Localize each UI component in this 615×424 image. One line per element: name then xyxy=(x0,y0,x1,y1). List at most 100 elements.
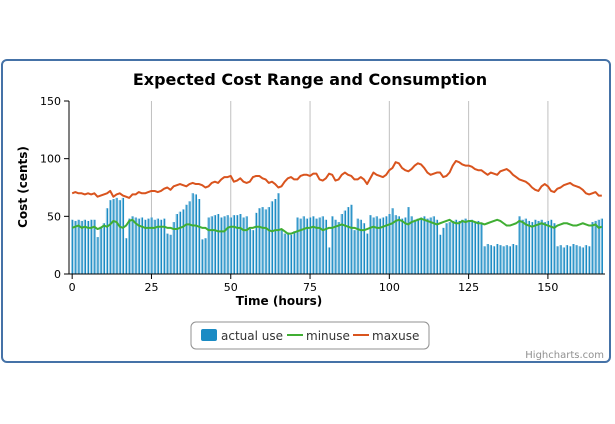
bar xyxy=(473,222,477,274)
bar xyxy=(578,246,581,274)
chart-title: Expected Cost Range and Consumption xyxy=(133,70,487,89)
bar-highlight xyxy=(131,216,133,274)
bar xyxy=(530,222,534,274)
bar xyxy=(591,222,594,274)
bar xyxy=(274,199,277,274)
bar xyxy=(537,220,540,274)
bar xyxy=(562,247,565,274)
bar-highlight xyxy=(251,230,253,274)
bar-highlight xyxy=(467,220,469,274)
bar xyxy=(264,209,267,274)
bar xyxy=(226,215,229,274)
legend-item-maxuse[interactable]: maxuse xyxy=(353,329,419,343)
bar-highlight xyxy=(147,218,149,274)
bar xyxy=(588,246,591,274)
bar xyxy=(242,217,245,274)
bar xyxy=(188,201,191,274)
bar xyxy=(121,197,125,274)
bar-highlight xyxy=(280,230,282,274)
bar-highlight xyxy=(575,245,577,274)
bar-highlight xyxy=(248,229,250,274)
bar-highlight xyxy=(568,246,570,274)
legend-box xyxy=(190,321,430,350)
bar-highlight xyxy=(296,217,298,274)
bar-highlight xyxy=(264,209,266,274)
bar xyxy=(416,218,420,274)
bar-highlight xyxy=(353,230,355,274)
bar-highlight xyxy=(327,247,329,274)
bar-highlight xyxy=(464,218,466,274)
bar-highlight xyxy=(109,200,111,274)
bar-highlight xyxy=(86,220,88,274)
bar xyxy=(365,233,369,274)
bar xyxy=(346,207,350,274)
bar xyxy=(445,223,448,274)
bar-highlight xyxy=(185,204,187,274)
legend-label-maxuse: maxuse xyxy=(372,329,419,343)
bar xyxy=(372,217,375,274)
bar xyxy=(74,220,77,274)
bar xyxy=(239,214,242,274)
bar xyxy=(315,218,318,274)
axes: 0 50 100 150 0 25 50 75 100 125 150 xyxy=(40,95,605,294)
bar-highlight xyxy=(559,245,561,274)
bar xyxy=(581,247,584,274)
bar xyxy=(109,200,112,274)
bar-highlight xyxy=(115,197,117,274)
bar-highlight xyxy=(197,199,199,274)
bar xyxy=(350,204,353,274)
bar-highlight xyxy=(137,218,139,274)
x-tick-label: 0 xyxy=(69,281,76,294)
bar-highlight xyxy=(483,246,485,274)
bar xyxy=(464,218,467,274)
bar-highlight xyxy=(156,218,158,274)
bar xyxy=(308,217,312,274)
bar-highlight xyxy=(277,193,279,274)
bar xyxy=(254,212,258,274)
bar-highlight xyxy=(489,245,491,274)
bar-highlight xyxy=(232,215,234,274)
bar xyxy=(283,233,286,274)
legend-item-minuse[interactable]: minuse xyxy=(287,329,350,343)
bar xyxy=(182,209,185,274)
bar-highlight xyxy=(239,214,241,274)
bar xyxy=(197,199,201,274)
bar xyxy=(102,223,106,274)
legend: actual use minuse maxuse xyxy=(190,321,430,350)
y-axis-title: Cost (cents) xyxy=(16,146,30,228)
bar xyxy=(511,244,515,274)
bar-highlight xyxy=(299,218,301,274)
bar-highlight xyxy=(410,216,412,274)
x-tick-label: 125 xyxy=(458,281,479,294)
bar xyxy=(353,230,356,274)
bar xyxy=(289,234,293,274)
bar-highlight xyxy=(286,232,288,274)
highcharts-credit[interactable]: Highcharts.com xyxy=(525,350,604,361)
bar xyxy=(115,197,118,274)
bar-highlight xyxy=(235,215,237,274)
bar-highlight xyxy=(375,216,377,274)
bar xyxy=(80,220,83,274)
bar xyxy=(169,234,172,274)
bar xyxy=(480,223,483,274)
bar xyxy=(207,217,210,274)
bar xyxy=(99,226,102,274)
bar-highlight xyxy=(191,193,193,274)
bar-highlight xyxy=(242,217,244,274)
bar-highlight xyxy=(210,216,212,274)
bar-highlight xyxy=(540,219,542,274)
bar-highlight xyxy=(553,223,555,274)
bar-highlight xyxy=(581,247,583,274)
bar-highlight xyxy=(457,220,459,274)
bar-highlight xyxy=(124,238,126,274)
bar xyxy=(429,217,432,274)
legend-item-actual-use[interactable]: actual use xyxy=(201,329,283,343)
bar-highlight xyxy=(362,223,364,274)
bar xyxy=(546,220,550,274)
bar-highlight xyxy=(413,219,415,274)
bar xyxy=(216,214,220,274)
bar xyxy=(267,207,270,274)
bar-highlight xyxy=(216,214,218,274)
bar-highlight xyxy=(502,246,504,274)
bar xyxy=(194,194,198,274)
